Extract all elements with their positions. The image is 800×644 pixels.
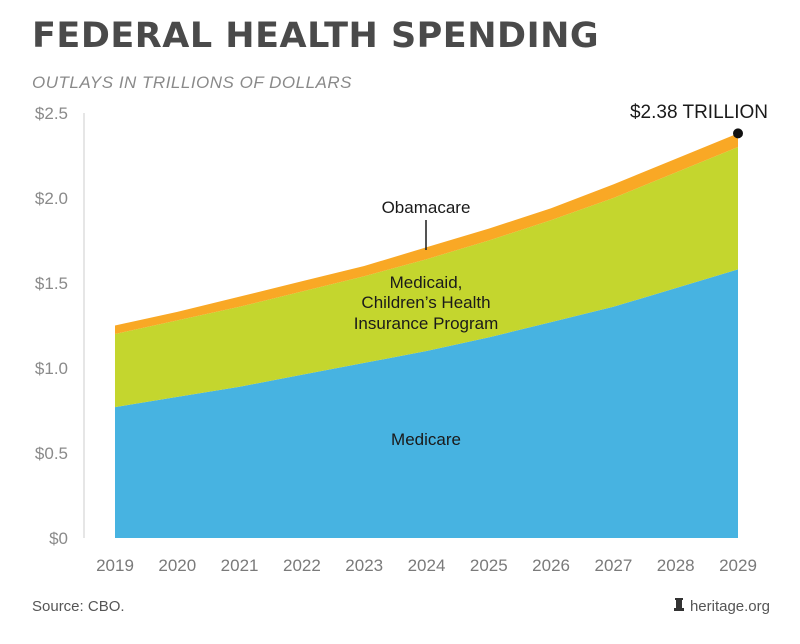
total-label: $2.38 TRILLION	[630, 102, 768, 123]
x-tick-label: 2019	[96, 556, 134, 575]
x-tick-label: 2024	[408, 556, 446, 575]
x-tick-label: 2025	[470, 556, 508, 575]
area-series-2	[115, 133, 738, 334]
area-chart: $0$0.5$1.0$1.5$2.0$2.5 2019 2020 2021 2022 2…	[35, 102, 768, 575]
total-marker	[733, 128, 743, 139]
area-layers	[115, 133, 738, 538]
y-tick-label: $2.5	[35, 104, 68, 123]
y-tick-label: $1.0	[35, 359, 68, 378]
medicaid-label: Medicaid,	[390, 273, 463, 292]
area-series-1	[115, 147, 738, 408]
x-tick-label: 2023	[345, 556, 383, 575]
x-tick-label: 2026	[532, 556, 570, 575]
x-tick-label: 2021	[221, 556, 259, 575]
series-labels: Medicare Medicaid,Children’s Health Insura…	[354, 198, 499, 449]
obamacare-label: Obamacare	[382, 198, 471, 217]
y-tick-label: $0	[49, 529, 68, 548]
y-tick-label: $0.5	[35, 444, 68, 463]
source-note: Source: CBO.	[32, 598, 125, 615]
y-tick-label: $1.5	[35, 274, 68, 293]
chart-title: FEDERAL HEALTH SPENDING	[32, 16, 600, 56]
bell-icon	[673, 598, 684, 611]
x-tick-label: 2022	[283, 556, 321, 575]
y-axis-ticks: $0 $0.5 $1.0 $1.5 $2.0 $2.5	[35, 104, 68, 548]
area-series-0	[115, 269, 738, 538]
medicaid-label: Insurance Program	[354, 314, 499, 333]
y-tick-label: $2.0	[35, 189, 68, 208]
x-tick-label: 2020	[158, 556, 196, 575]
brand-text: heritage.org	[689, 598, 770, 615]
x-tick-label: 2029	[719, 556, 757, 575]
x-tick-label: 2027	[594, 556, 632, 575]
x-tick-label: 2028	[657, 556, 695, 575]
brand-link[interactable]: heritage.org	[673, 598, 770, 615]
medicare-label: Medicare	[391, 430, 461, 449]
total-annotation: $2.38 TRILLION	[630, 102, 768, 139]
medicaid-label: Children’s Health	[361, 293, 490, 312]
x-axis-ticks: 2019 2020 2021 2022 2023 2024 2025 2026 2027 2028…	[96, 556, 757, 575]
chart-subtitle: OUTLAYS IN TRILLIONS OF DOLLARS	[32, 73, 353, 92]
